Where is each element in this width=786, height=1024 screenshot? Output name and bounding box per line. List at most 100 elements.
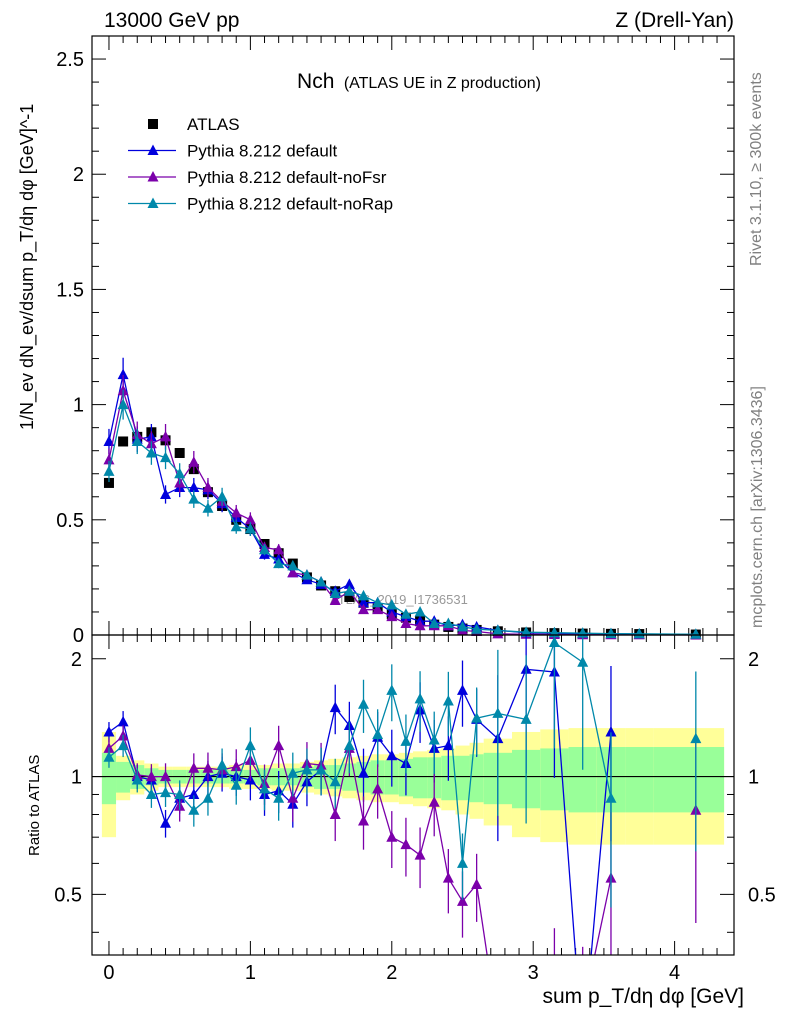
data-point: [414, 619, 426, 631]
ratio-point: [329, 808, 341, 819]
ratio-point: [188, 788, 200, 799]
ratio-point: [188, 762, 200, 773]
x-axis-label: sum p_T/dη dφ [GeV]: [542, 985, 744, 1008]
data-point: [216, 490, 228, 502]
data-point: [287, 559, 299, 571]
data-point: [117, 368, 129, 380]
ratio-point: [400, 838, 412, 850]
data-point: [358, 589, 370, 601]
ratio-point: [230, 760, 242, 772]
ratio-point: [329, 701, 341, 713]
ratio-point: [287, 767, 299, 778]
data-point: [160, 451, 172, 463]
uncertainty-band-inner: [455, 755, 470, 801]
data-point: [273, 543, 285, 555]
main-y-tick-label: 2: [73, 164, 84, 186]
data-point: [230, 506, 242, 518]
ratio-point: [202, 762, 214, 773]
data-point: [471, 623, 483, 634]
ratio-point: [329, 775, 341, 787]
ratio-point: [230, 779, 242, 790]
data-point: [400, 617, 412, 628]
ratio-point: [548, 636, 560, 648]
side-label-top: Rivet 3.1.10, ≥ 300k events: [748, 72, 765, 266]
ratio-point: [117, 715, 129, 727]
header-right: Z (Drell-Yan): [615, 9, 734, 32]
data-point: [329, 594, 341, 605]
data-point: [344, 591, 355, 602]
ratio-point: [160, 786, 172, 798]
data-point: [358, 596, 370, 608]
data-point: [103, 465, 115, 476]
data-point: [145, 446, 157, 458]
ratio-point: [145, 788, 157, 799]
data-point: [174, 447, 185, 458]
ratio-point: [492, 707, 504, 718]
ratio-point: [386, 831, 398, 842]
main-y-axis-label: 1/N_ev dN_ev/dsum p_T/dη dφ [GeV]^-1: [17, 104, 38, 430]
ratio-y-tick-label: 0.5: [54, 884, 82, 906]
ratio-point: [160, 770, 172, 782]
ratio-point: [202, 792, 214, 803]
ratio-point: [103, 751, 115, 762]
data-point: [315, 576, 327, 587]
ratio-point: [174, 788, 186, 799]
chart-title: Nch: [297, 70, 334, 93]
ratio-point: [605, 792, 617, 803]
data-point: [329, 587, 341, 599]
ratio-point: [358, 698, 370, 709]
ratio-point: [456, 895, 468, 906]
ratio-point: [414, 849, 426, 860]
ratio-y-tick-label: 1: [71, 767, 82, 789]
uncertainty-band-inner: [413, 757, 428, 799]
ratio-y-axis-label: Ratio to ATLAS: [26, 755, 43, 856]
legend-label: Pythia 8.212 default-noFsr: [187, 168, 387, 187]
ratio-point: [273, 792, 285, 803]
ratio-point: [471, 712, 483, 723]
data-point: [174, 467, 186, 479]
data-point: [492, 624, 504, 635]
data-point: [259, 543, 271, 555]
data-point: [343, 585, 355, 596]
data-point: [202, 481, 214, 493]
ratio-point: [605, 725, 617, 737]
uncertainty-band-inner: [116, 761, 131, 793]
data-point: [244, 523, 256, 534]
main-panel: 0 0.5 1 1.5 2 2.5: [56, 36, 734, 647]
ratio-point: [145, 770, 157, 782]
x-tick-label: 1: [245, 962, 256, 984]
data-point: [343, 578, 355, 589]
x-tick-label: 3: [528, 962, 539, 984]
data-point: [287, 566, 299, 578]
data-point: [400, 608, 412, 619]
ratio-panel-background: [101, 728, 725, 845]
ratio-point: [690, 732, 702, 744]
data-point: [386, 610, 398, 622]
ratio-point: [456, 857, 468, 868]
x-tick-label: 2: [386, 962, 397, 984]
main-y-tick-label: 1.5: [56, 279, 84, 301]
legend-marker: [147, 171, 159, 182]
main-y-tick-label: 0.5: [56, 510, 84, 532]
uncertainty-band-inner: [469, 754, 484, 803]
series-3: [103, 389, 702, 639]
header-left: 13000 GeV pp: [104, 9, 239, 32]
ratio-point: [117, 739, 129, 751]
ratio-point: [386, 749, 398, 761]
data-point: [520, 626, 532, 637]
ratio-point: [188, 804, 200, 815]
ratio-panel: 0.5 0.5 1 1 2 2 0 1 2 3 4: [54, 635, 776, 984]
legend-label: ATLAS: [187, 115, 240, 134]
uncertainty-band-inner: [625, 747, 654, 813]
uncertainty-band-inner: [653, 747, 725, 813]
ratio-point: [287, 792, 299, 803]
ratio-point: [273, 739, 285, 751]
data-point: [188, 493, 200, 504]
data-point: [442, 617, 454, 628]
data-point: [160, 488, 172, 499]
data-point: [428, 617, 440, 628]
data-point: [414, 605, 426, 617]
ratio-point: [343, 739, 355, 751]
ratio-point: [160, 817, 172, 828]
